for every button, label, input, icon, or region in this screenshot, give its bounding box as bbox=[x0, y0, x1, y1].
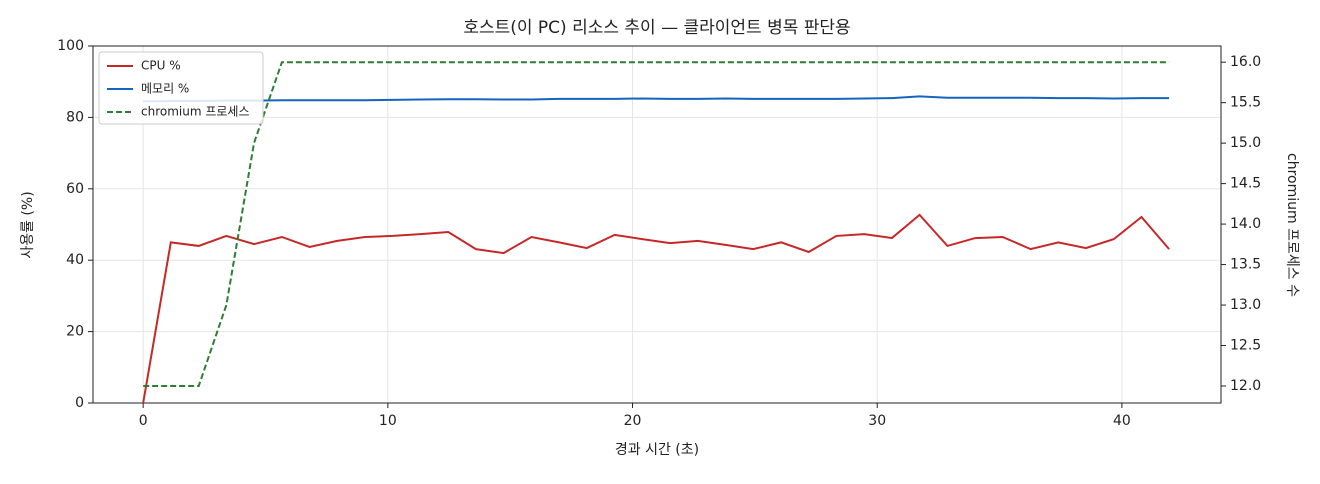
y2-tick-label: 12.5 bbox=[1230, 338, 1261, 354]
series-line bbox=[143, 95, 1170, 103]
y2-tick-label: 16.0 bbox=[1230, 54, 1261, 70]
legend-label: chromium 프로세스 bbox=[141, 105, 250, 119]
x-axis-label: 경과 시간 (초) bbox=[615, 442, 699, 458]
y-tick-label: 80 bbox=[66, 109, 84, 125]
x-tick-label: 30 bbox=[868, 413, 886, 429]
x-tick-label: 40 bbox=[1113, 413, 1131, 429]
y-tick-label: 0 bbox=[75, 395, 84, 411]
y-axis-label: 사용률 (%) bbox=[20, 191, 36, 258]
y2-tick-label: 15.5 bbox=[1230, 95, 1261, 111]
y2-tick-label: 14.0 bbox=[1230, 216, 1261, 232]
series-line bbox=[142, 213, 1170, 404]
x-tick-label: 20 bbox=[624, 413, 642, 429]
y-tick-label: 100 bbox=[57, 38, 84, 54]
y2-tick-label: 13.0 bbox=[1230, 297, 1261, 313]
y2-axis-label: chromium 프로세스 수 bbox=[1284, 153, 1300, 297]
x-tick-label: 10 bbox=[379, 413, 397, 429]
y2-tick-label: 13.5 bbox=[1230, 257, 1261, 273]
plot-frame bbox=[92, 45, 1222, 404]
x-tick-label: 0 bbox=[139, 413, 148, 429]
legend-box bbox=[98, 51, 264, 125]
y-tick-label: 40 bbox=[66, 252, 84, 268]
series-line bbox=[143, 61, 1170, 387]
y-tick-label: 20 bbox=[66, 324, 84, 340]
y2-tick-label: 12.0 bbox=[1230, 378, 1261, 394]
chart-title: 호스트(이 PC) 리소스 추이 — 클라이언트 병목 판단용 bbox=[463, 18, 850, 38]
y2-tick-label: 14.5 bbox=[1230, 176, 1261, 192]
legend-label: CPU % bbox=[141, 59, 181, 73]
y2-tick-label: 15.0 bbox=[1230, 135, 1261, 151]
y-tick-label: 60 bbox=[66, 181, 84, 197]
legend-label: 메모리 % bbox=[141, 82, 189, 96]
